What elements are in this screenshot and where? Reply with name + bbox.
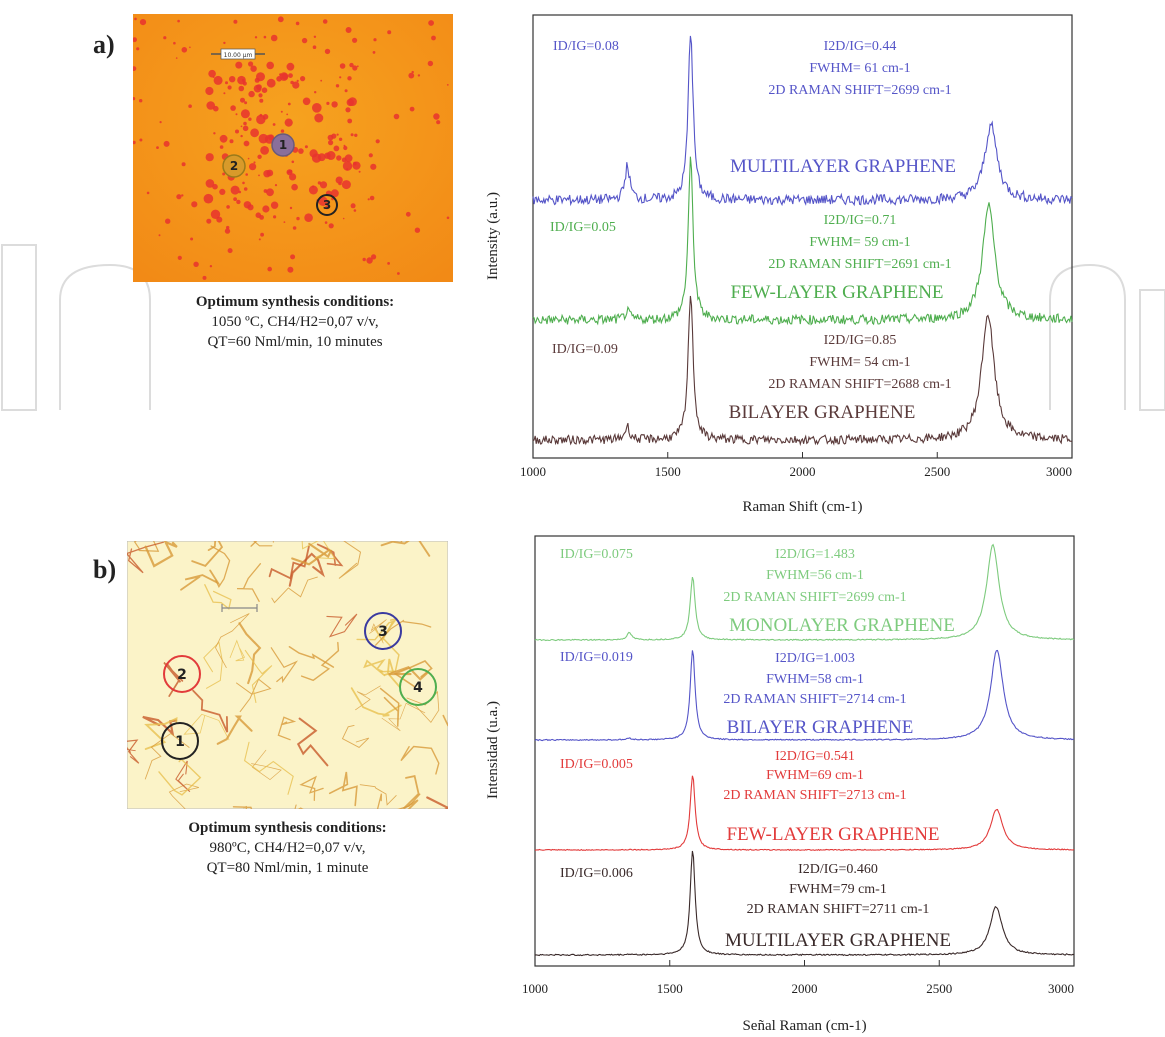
spectrum-label-name: BILAYER GRAPHENE bbox=[729, 402, 916, 423]
spectrum-label-i2d: I2D/IG=0.44 bbox=[824, 39, 897, 54]
spectrum-label-fwhm: FWHM= 54 cm-1 bbox=[809, 355, 910, 370]
x-tick-label: 1000 bbox=[522, 981, 548, 996]
y-axis-label: Intensity (a.u.) bbox=[485, 192, 501, 280]
spectrum-label-name: MONOLAYER GRAPHENE bbox=[729, 615, 955, 636]
spectrum-label-name: MULTILAYER GRAPHENE bbox=[725, 930, 951, 951]
spectrum-line-3 bbox=[534, 775, 1075, 852]
marker-b-3: 3 bbox=[364, 612, 402, 650]
x-tick-label: 2500 bbox=[926, 981, 952, 996]
conditions-b-line2: QT=80 Nml/min, 1 minute bbox=[206, 860, 369, 876]
spectrum-label-fwhm: FWHM= 59 cm-1 bbox=[809, 235, 910, 250]
spectrum-label-i2d: I2D/IG=1.003 bbox=[775, 651, 855, 666]
spectrum-label-fwhm: FWHM= 61 cm-1 bbox=[809, 61, 910, 76]
spectrum-line-4 bbox=[534, 850, 1075, 957]
spectrum-line-2 bbox=[532, 156, 1073, 326]
x-tick-label: 2000 bbox=[792, 981, 818, 996]
svg-text:3: 3 bbox=[323, 198, 331, 212]
spectrum-label-shift: 2D RAMAN SHIFT=2699 cm-1 bbox=[723, 590, 906, 605]
spectrum-label-ratio: ID/IG=0.09 bbox=[552, 342, 618, 357]
spectrum-label-shift: 2D RAMAN SHIFT=2714 cm-1 bbox=[723, 692, 906, 707]
svg-text:10.00 µm: 10.00 µm bbox=[224, 52, 253, 59]
spectrum-label-ratio: ID/IG=0.019 bbox=[560, 650, 633, 665]
spectrum-label-i2d: I2D/IG=1.483 bbox=[775, 547, 855, 562]
spectrum-label-ratio: ID/IG=0.075 bbox=[560, 547, 633, 562]
x-tick-label: 1500 bbox=[657, 981, 683, 996]
spectrum-label-name: FEW-LAYER GRAPHENE bbox=[730, 282, 943, 303]
spectrum-label-i2d: I2D/IG=0.85 bbox=[824, 333, 897, 348]
spectrum-label-shift: 2D RAMAN SHIFT=2688 cm-1 bbox=[768, 377, 951, 392]
marker-b-4: 4 bbox=[399, 668, 437, 706]
spectrum-label-fwhm: FWHM=58 cm-1 bbox=[766, 672, 864, 687]
conditions-a-title: Optimum synthesis conditions: bbox=[195, 294, 395, 310]
spectrum-label-shift: 2D RAMAN SHIFT=2713 cm-1 bbox=[723, 788, 906, 803]
svg-text:1: 1 bbox=[279, 138, 287, 152]
conditions-a-line1: 1050 ºC, CH4/H2=0,07 v/v, bbox=[211, 314, 379, 330]
spectrum-label-name: BILAYER GRAPHENE bbox=[727, 717, 914, 738]
svg-text:3: 3 bbox=[378, 624, 388, 640]
svg-text:2: 2 bbox=[230, 159, 238, 173]
marker-a-3: 3 bbox=[316, 194, 338, 216]
spectrum-label-fwhm: FWHM=79 cm-1 bbox=[789, 882, 887, 897]
spectrum-label-i2d: I2D/IG=0.460 bbox=[798, 862, 878, 877]
scale-bar bbox=[221, 604, 258, 612]
spectrum-line-3 bbox=[532, 295, 1073, 447]
spectrum-label-ratio: ID/IG=0.08 bbox=[553, 39, 619, 54]
spectrum-label-name: FEW-LAYER GRAPHENE bbox=[726, 824, 939, 845]
spectrum-label-shift: 2D RAMAN SHIFT=2711 cm-1 bbox=[747, 902, 930, 917]
conditions-b-line1: 980ºC, CH4/H2=0,07 v/v, bbox=[209, 840, 366, 856]
x-tick-label: 3000 bbox=[1048, 981, 1074, 996]
spectrum-label-shift: 2D RAMAN SHIFT=2699 cm-1 bbox=[768, 83, 951, 98]
spectrum-label-shift: 2D RAMAN SHIFT=2691 cm-1 bbox=[768, 257, 951, 272]
y-axis-label: Intensidad (u.a.) bbox=[485, 701, 501, 799]
marker-b-1: 1 bbox=[161, 722, 199, 760]
spectrum-line-2 bbox=[534, 649, 1075, 742]
scale-bar: 10.00 µm bbox=[211, 48, 265, 60]
spectrum-label-ratio: ID/IG=0.006 bbox=[560, 866, 633, 881]
micrograph-a: 10.00 µm 1 2 3 bbox=[133, 14, 453, 282]
spectrum-label-i2d: I2D/IG=0.541 bbox=[775, 749, 855, 764]
x-tick-label: 3000 bbox=[1046, 464, 1072, 479]
marker-b-2: 2 bbox=[163, 655, 201, 693]
spectrum-label-ratio: ID/IG=0.005 bbox=[560, 757, 633, 772]
conditions-b-title: Optimum synthesis conditions: bbox=[188, 820, 387, 836]
spectrum-line-1 bbox=[532, 35, 1073, 207]
x-tick-label: 1500 bbox=[655, 464, 681, 479]
svg-text:2: 2 bbox=[177, 667, 187, 683]
spectrum-label-fwhm: FWHM=56 cm-1 bbox=[766, 568, 864, 583]
x-tick-label: 2000 bbox=[790, 464, 816, 479]
chart-2: 1000 1500 2000 2500 3000 Señal Raman (cm-1) In… bbox=[485, 535, 1075, 1034]
x-tick-label: 1000 bbox=[520, 464, 546, 479]
marker-a-1: 1 bbox=[271, 133, 295, 157]
x-axis-label: Raman Shift (cm-1) bbox=[743, 499, 863, 515]
svg-text:4: 4 bbox=[413, 680, 423, 696]
spectrum-label-i2d: I2D/IG=0.71 bbox=[824, 213, 897, 228]
svg-text:1: 1 bbox=[175, 734, 185, 750]
spectrum-label-name: MULTILAYER GRAPHENE bbox=[730, 156, 956, 177]
conditions-a: Optimum synthesis conditions: 1050 ºC, C… bbox=[140, 292, 450, 352]
conditions-a-line2: QT=60 Nml/min, 10 minutes bbox=[207, 334, 383, 350]
panel-a-letter: a) bbox=[93, 30, 115, 59]
conditions-b: Optimum synthesis conditions: 980ºC, CH4… bbox=[127, 818, 448, 878]
marker-a-2: 2 bbox=[222, 154, 246, 178]
micrograph-b: 1 2 3 4 bbox=[127, 541, 448, 809]
chart-1: 1000 1500 2000 2500 3000 Raman Shift (cm-1) In… bbox=[485, 14, 1073, 515]
spectrum-label-fwhm: FWHM=69 cm-1 bbox=[766, 768, 864, 783]
spectrum-line-1 bbox=[534, 543, 1075, 642]
x-tick-label: 2500 bbox=[924, 464, 950, 479]
x-axis-label: Señal Raman (cm-1) bbox=[742, 1018, 866, 1034]
spectrum-label-ratio: ID/IG=0.05 bbox=[550, 220, 616, 235]
panel-b-letter: b) bbox=[93, 555, 117, 584]
